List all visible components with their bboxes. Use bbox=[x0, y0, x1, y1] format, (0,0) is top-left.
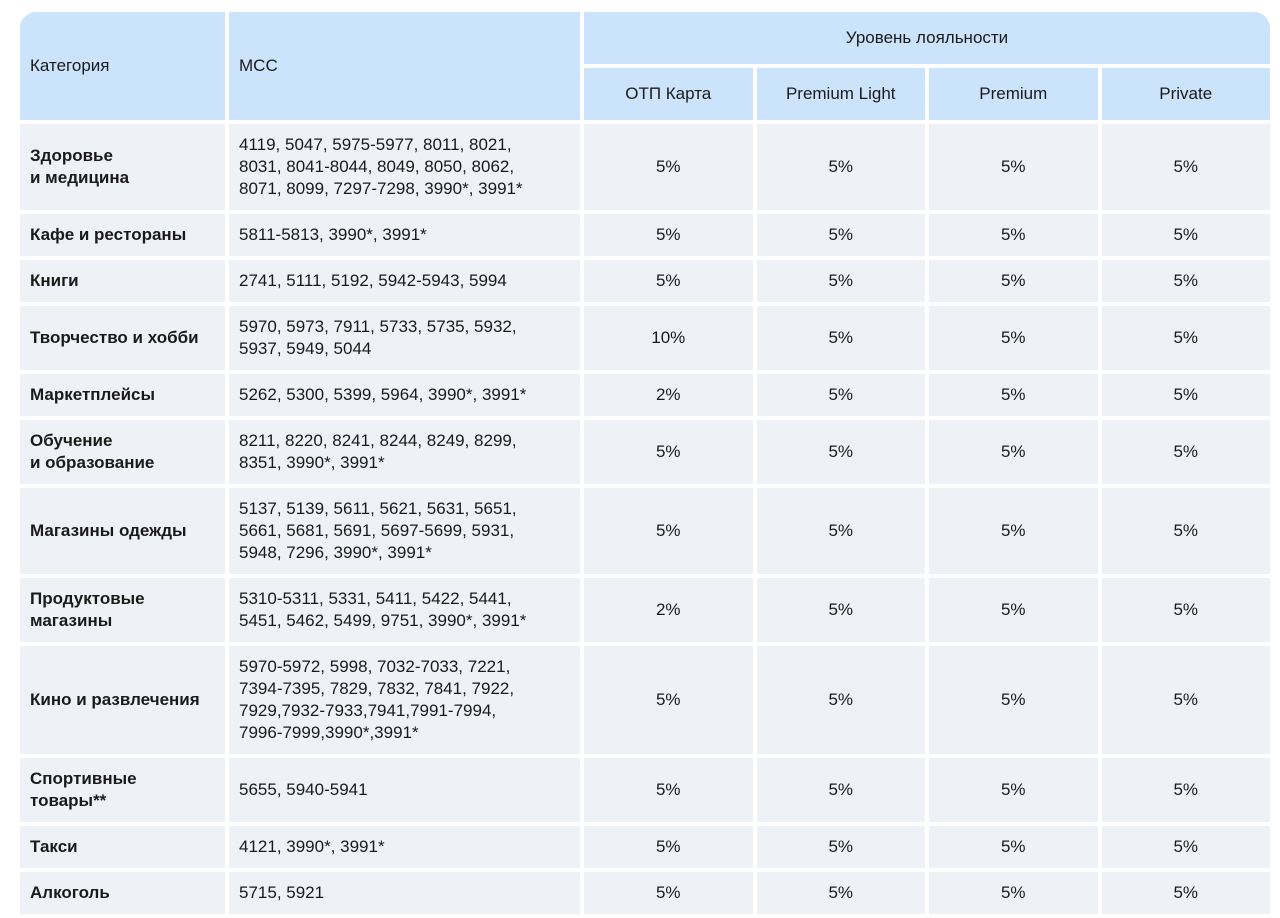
mcc-cell: 5970, 5973, 7911, 5733, 5735, 5932, 5937… bbox=[229, 306, 580, 370]
value-cell: 5% bbox=[756, 646, 925, 754]
value-cell: 5% bbox=[1101, 826, 1270, 868]
table-body: Здоровье и медицина 4119, 5047, 5975-5977… bbox=[20, 124, 1270, 914]
category-cell: Спортивные товары** bbox=[20, 758, 225, 822]
value-cell: 5% bbox=[756, 488, 925, 574]
mcc-cell: 2741, 5111, 5192, 5942-5943, 5994 bbox=[229, 260, 580, 302]
value-cell: 5% bbox=[756, 306, 925, 370]
category-cell: Здоровье и медицина bbox=[20, 124, 225, 210]
header-cell: Premium Light bbox=[756, 68, 925, 120]
value-cell: 5% bbox=[929, 826, 1098, 868]
table-row: Здоровье и медицина 4119, 5047, 5975-5977… bbox=[20, 124, 1270, 210]
header-cell: Уровень лояльности bbox=[584, 12, 1270, 64]
mcc-cell: 5715, 5921 bbox=[229, 872, 580, 914]
value-cell: 5% bbox=[756, 260, 925, 302]
value-cell: 5% bbox=[1101, 488, 1270, 574]
value-cell: 5% bbox=[756, 124, 925, 210]
table-row: Творчество и хобби 5970, 5973, 7911, 5733… bbox=[20, 306, 1270, 370]
table-row: Кафе и рестораны 5811-5813, 3990*, 3991* 5… bbox=[20, 214, 1270, 256]
value-cell: 5% bbox=[584, 488, 753, 574]
category-cell: Кино и развлечения bbox=[20, 646, 225, 754]
category-cell: Алкоголь bbox=[20, 872, 225, 914]
value-cell: 5% bbox=[929, 420, 1098, 484]
value-cell: 5% bbox=[929, 374, 1098, 416]
category-cell: Маркетплейсы bbox=[20, 374, 225, 416]
mcc-cell: 5310-5311, 5331, 5411, 5422, 5441, 5451,… bbox=[229, 578, 580, 642]
header-cell: ОТП Карта bbox=[584, 68, 753, 120]
value-cell: 5% bbox=[756, 578, 925, 642]
value-cell: 5% bbox=[929, 488, 1098, 574]
table-row: Маркетплейсы 5262, 5300, 5399, 5964, 3990… bbox=[20, 374, 1270, 416]
value-cell: 2% bbox=[584, 374, 753, 416]
table-row: Магазины одежды 5137, 5139, 5611, 5621, 5… bbox=[20, 488, 1270, 574]
value-cell: 5% bbox=[756, 374, 925, 416]
table-row: Книги 2741, 5111, 5192, 5942-5943, 5994 5%… bbox=[20, 260, 1270, 302]
value-cell: 5% bbox=[584, 758, 753, 822]
mcc-cell: 8211, 8220, 8241, 8244, 8249, 8299, 8351… bbox=[229, 420, 580, 484]
value-cell: 5% bbox=[584, 124, 753, 210]
value-cell: 5% bbox=[756, 758, 925, 822]
value-cell: 5% bbox=[1101, 646, 1270, 754]
value-cell: 5% bbox=[756, 826, 925, 868]
table-row: Продуктовые магазины 5310-5311, 5331, 541… bbox=[20, 578, 1270, 642]
value-cell: 5% bbox=[1101, 214, 1270, 256]
mcc-cell: 5970-5972, 5998, 7032-7033, 7221, 7394-7… bbox=[229, 646, 580, 754]
mcc-cell: 5137, 5139, 5611, 5621, 5631, 5651, 5661… bbox=[229, 488, 580, 574]
value-cell: 5% bbox=[1101, 420, 1270, 484]
table-header: Категория МСС Уровень лояльности ОТП Кар… bbox=[20, 12, 1270, 120]
category-cell: Продуктовые магазины bbox=[20, 578, 225, 642]
category-cell: Книги bbox=[20, 260, 225, 302]
value-cell: 2% bbox=[584, 578, 753, 642]
category-cell: Творчество и хобби bbox=[20, 306, 225, 370]
value-cell: 5% bbox=[584, 872, 753, 914]
table-row: Алкоголь 5715, 5921 5% 5% 5% 5% bbox=[20, 872, 1270, 914]
header-cell: Категория bbox=[20, 12, 225, 120]
value-cell: 5% bbox=[1101, 872, 1270, 914]
value-cell: 5% bbox=[584, 826, 753, 868]
value-cell: 5% bbox=[1101, 374, 1270, 416]
header-cell: МСС bbox=[229, 12, 580, 120]
mcc-cell: 4119, 5047, 5975-5977, 8011, 8021, 8031,… bbox=[229, 124, 580, 210]
value-cell: 5% bbox=[929, 306, 1098, 370]
table-row: Спортивные товары** 5655, 5940-5941 5% 5% 5%… bbox=[20, 758, 1270, 822]
category-cell: Кафе и рестораны bbox=[20, 214, 225, 256]
value-cell: 5% bbox=[584, 646, 753, 754]
value-cell: 5% bbox=[756, 420, 925, 484]
value-cell: 5% bbox=[1101, 578, 1270, 642]
header-cell: Premium bbox=[929, 68, 1098, 120]
value-cell: 5% bbox=[929, 214, 1098, 256]
value-cell: 5% bbox=[756, 214, 925, 256]
value-cell: 5% bbox=[1101, 124, 1270, 210]
value-cell: 5% bbox=[584, 260, 753, 302]
value-cell: 5% bbox=[1101, 758, 1270, 822]
value-cell: 5% bbox=[584, 420, 753, 484]
header-cell: Private bbox=[1101, 68, 1270, 120]
value-cell: 5% bbox=[929, 758, 1098, 822]
table-row: Обучение и образование 8211, 8220, 8241, … bbox=[20, 420, 1270, 484]
value-cell: 5% bbox=[1101, 260, 1270, 302]
category-cell: Обучение и образование bbox=[20, 420, 225, 484]
value-cell: 5% bbox=[929, 872, 1098, 914]
value-cell: 5% bbox=[584, 214, 753, 256]
mcc-cell: 4121, 3990*, 3991* bbox=[229, 826, 580, 868]
mcc-cell: 5655, 5940-5941 bbox=[229, 758, 580, 822]
value-cell: 5% bbox=[756, 872, 925, 914]
table-row: Кино и развлечения 5970-5972, 5998, 7032-… bbox=[20, 646, 1270, 754]
value-cell: 5% bbox=[929, 260, 1098, 302]
value-cell: 10% bbox=[584, 306, 753, 370]
category-cell: Такси bbox=[20, 826, 225, 868]
mcc-cell: 5262, 5300, 5399, 5964, 3990*, 3991* bbox=[229, 374, 580, 416]
mcc-cell: 5811-5813, 3990*, 3991* bbox=[229, 214, 580, 256]
table-row: Такси 4121, 3990*, 3991* 5% 5% 5% 5% bbox=[20, 826, 1270, 868]
category-cell: Магазины одежды bbox=[20, 488, 225, 574]
value-cell: 5% bbox=[929, 578, 1098, 642]
value-cell: 5% bbox=[1101, 306, 1270, 370]
loyalty-table: Категория МСС Уровень лояльности ОТП Кар… bbox=[16, 8, 1274, 918]
value-cell: 5% bbox=[929, 124, 1098, 210]
value-cell: 5% bbox=[929, 646, 1098, 754]
